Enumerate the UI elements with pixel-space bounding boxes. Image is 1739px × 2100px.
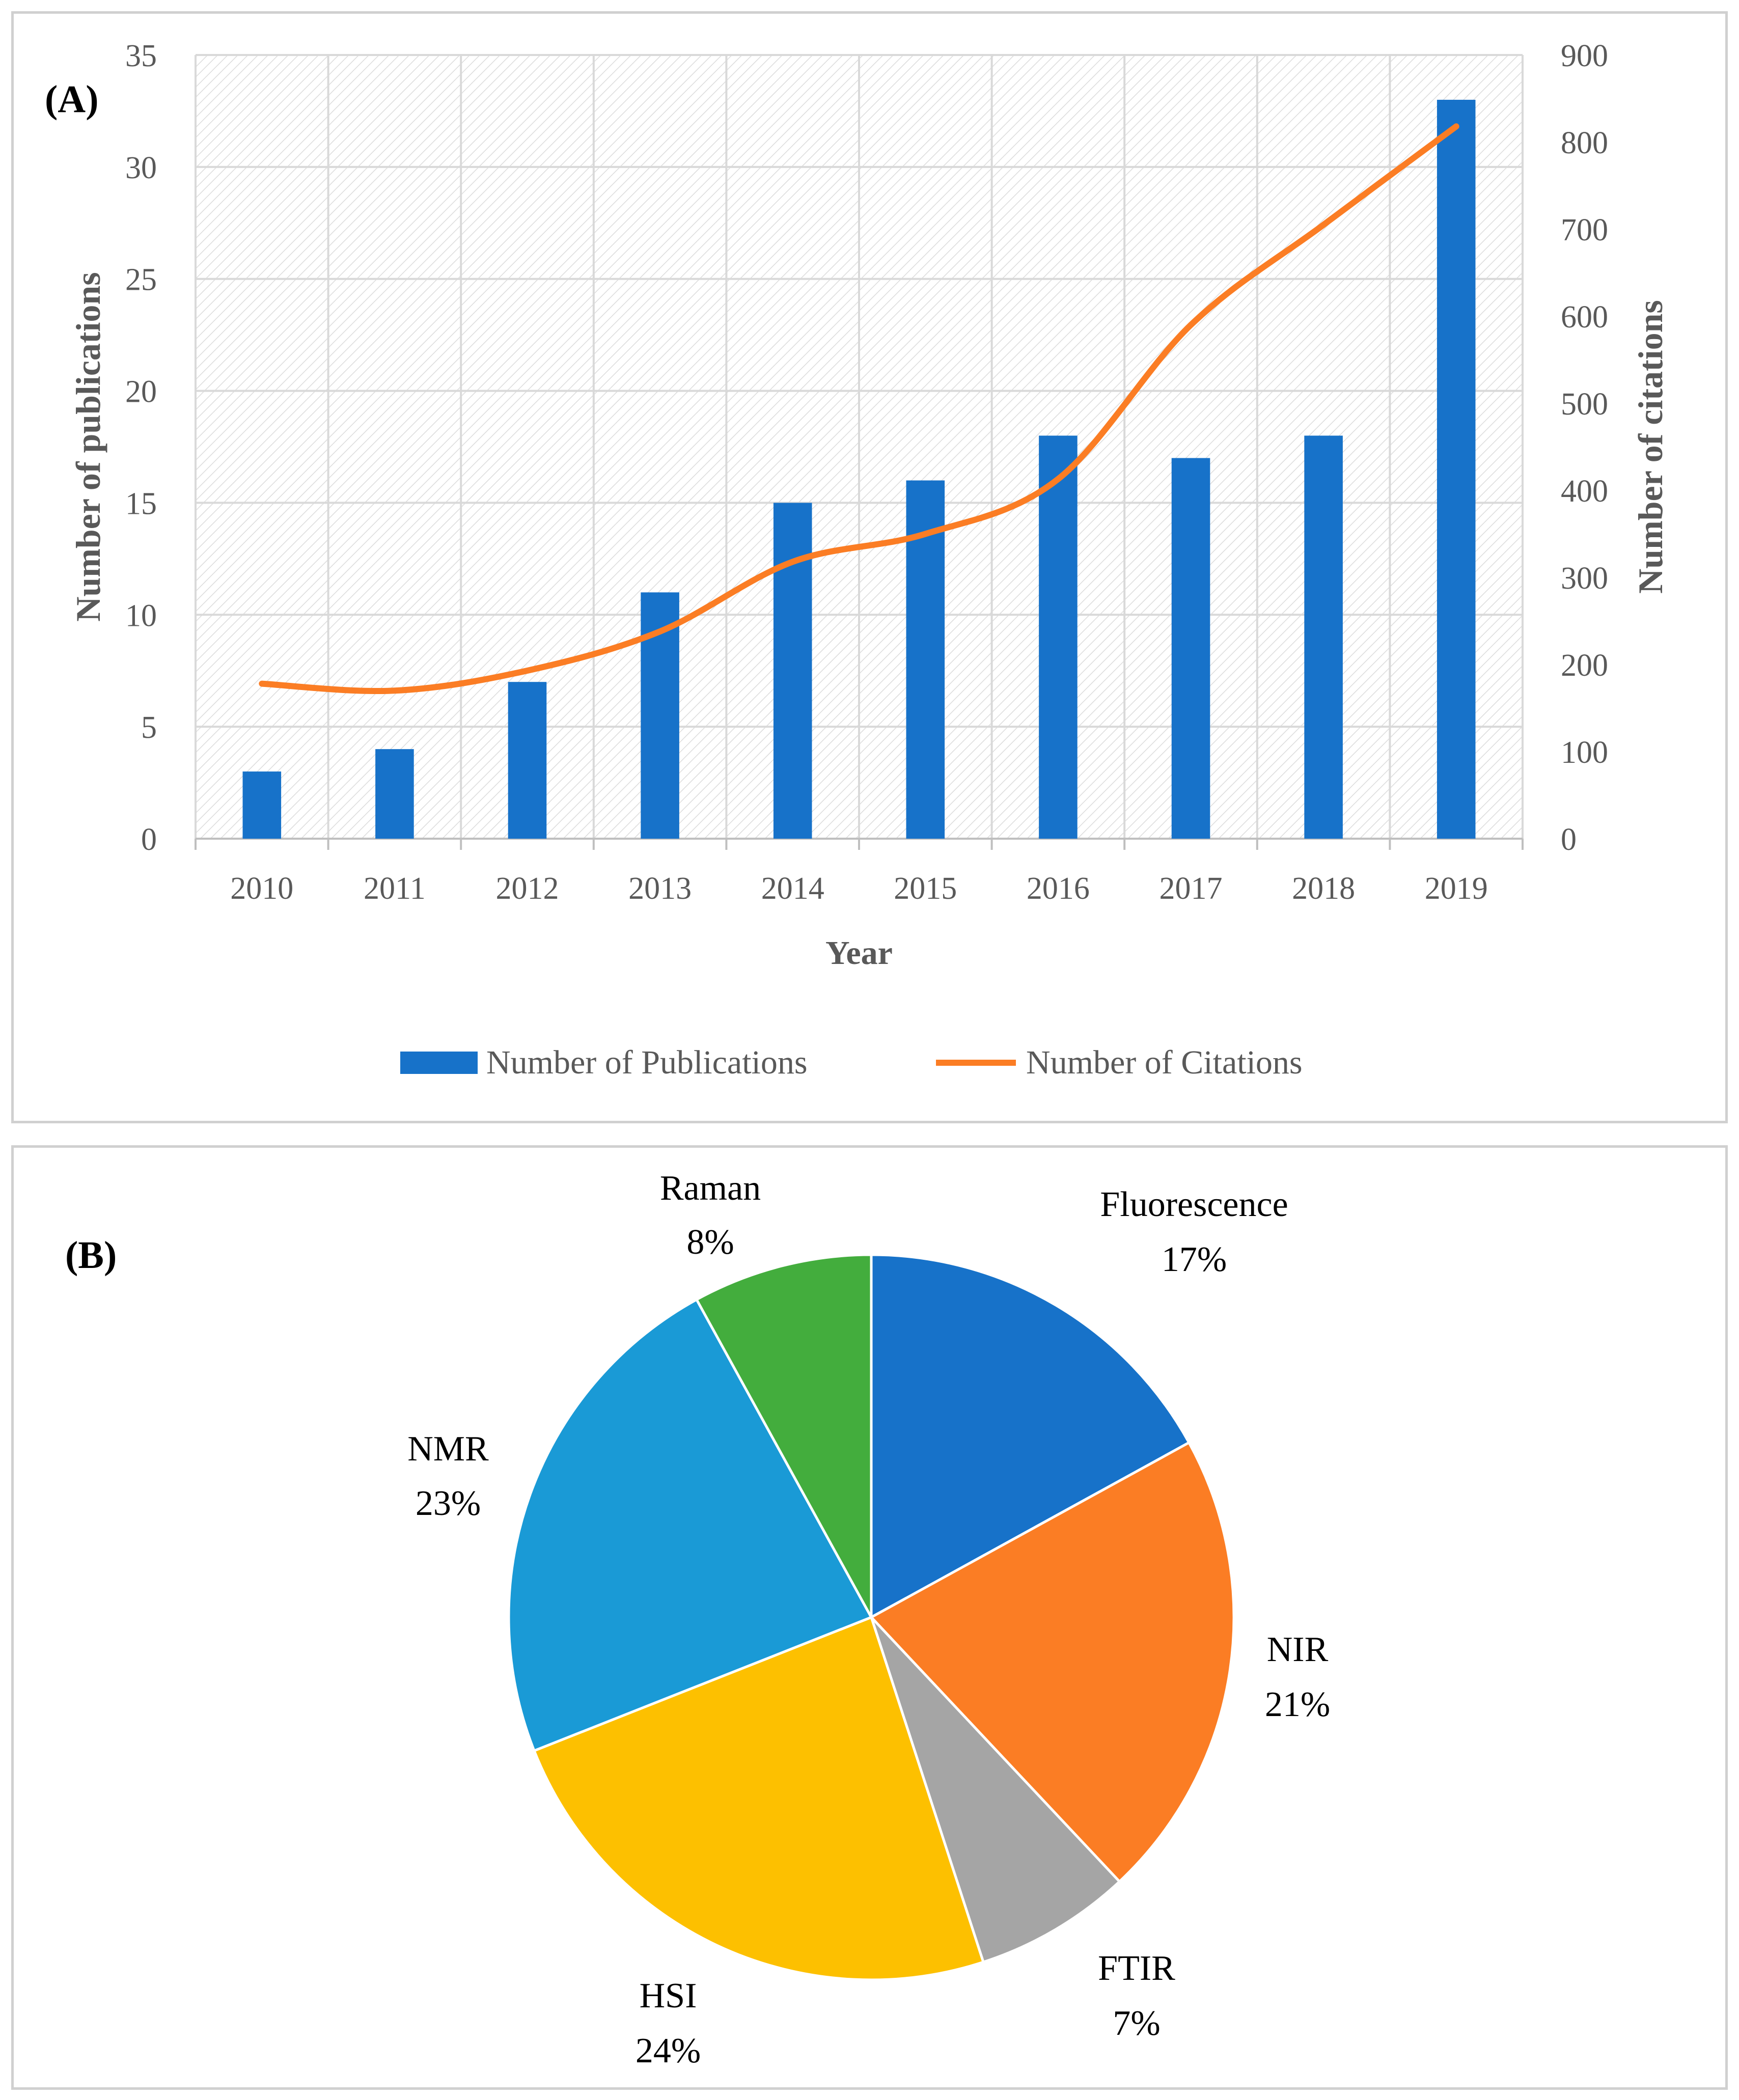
x-tick-label: 2010	[230, 871, 293, 906]
pie-labels: Fluorescence 17% NIR 21% FTIR 7% HSI 24% NMR 23% R…	[407, 1169, 1330, 2070]
y-tick-label-left: 10	[125, 598, 157, 633]
y-tick-label-right: 900	[1561, 39, 1608, 73]
y-tick-label-right: 200	[1561, 648, 1608, 683]
pie-slice-raman	[695, 1253, 873, 1618]
y-tick-label-right: 800	[1561, 126, 1608, 160]
y-axis-label-right: Number of citations	[1631, 300, 1670, 594]
x-tick-label: 2012	[496, 871, 559, 906]
pie-percent-hsi: 24%	[636, 2031, 701, 2070]
citation-line	[259, 123, 1459, 695]
x-tick-label: 2017	[1160, 871, 1223, 906]
legend: Number of Publications Number of Citatio…	[400, 1044, 1303, 1081]
pie-label-hsi: HSI	[640, 1976, 697, 2015]
left-axis-ticks: 0 5 10 15 20 25 30 35	[125, 39, 157, 857]
y-tick-label-left: 20	[125, 375, 157, 409]
y-axis-label-left: Number of publications	[69, 272, 107, 621]
pie-percent-fluorescence: 17%	[1162, 1240, 1227, 1279]
pie-slice-hsi	[532, 1615, 985, 1981]
bar	[375, 749, 414, 839]
bar	[1437, 99, 1476, 839]
gridlines	[195, 54, 1524, 850]
y-tick-label-left: 25	[125, 263, 157, 297]
pie-label-ftir: FTIR	[1098, 1949, 1175, 1988]
pie-label-nir: NIR	[1267, 1630, 1329, 1669]
legend-label-citations: Number of Citations	[1026, 1044, 1303, 1081]
pie-label-fluorescence: Fluorescence	[1100, 1185, 1288, 1224]
y-tick-label-right: 700	[1561, 213, 1608, 247]
pie-slice-nmr	[507, 1297, 873, 1753]
pie-slice-nir	[869, 1441, 1235, 1884]
bar	[508, 682, 547, 839]
x-tick-label: 2019	[1425, 871, 1488, 906]
x-tick-label: 2018	[1292, 871, 1355, 906]
x-axis-label: Year	[825, 934, 893, 972]
y-tick-label-left: 5	[141, 710, 157, 745]
y-tick-label-right: 0	[1561, 822, 1577, 857]
publication-bars	[242, 99, 1476, 839]
pie-percent-nir: 21%	[1265, 1685, 1330, 1724]
legend-swatch-publications	[400, 1052, 478, 1074]
x-tick-label: 2014	[761, 871, 824, 906]
y-tick-label-right: 300	[1561, 561, 1608, 596]
x-tick-label: 2011	[364, 871, 426, 906]
y-tick-label-right: 500	[1561, 387, 1608, 422]
y-tick-label-right: 600	[1561, 300, 1608, 335]
bar	[1039, 435, 1078, 839]
legend-label-publications: Number of Publications	[486, 1044, 808, 1081]
pie-chart: (B) Fluorescence 17% NIR 21% FTIR 7% HSI 24% NMR…	[65, 1169, 1330, 2070]
y-tick-label-left: 30	[125, 151, 157, 185]
right-axis-ticks: 0 100 200 300 400 500 600 700 800 900	[1561, 39, 1608, 857]
y-tick-label-left: 0	[141, 822, 157, 857]
pie-slices	[507, 1253, 1235, 1981]
y-tick-label-left: 35	[125, 39, 157, 73]
y-tick-label-right: 100	[1561, 735, 1608, 770]
y-tick-label-right: 400	[1561, 474, 1608, 509]
pie-slice-ftir	[870, 1616, 1121, 1964]
pie-percent-nmr: 23%	[416, 1484, 481, 1523]
bar-line-chart: 0 5 10 15 20 25 30 35 0 100 200 300 400 500 600 700 800…	[45, 39, 1670, 1081]
x-tick-label: 2015	[894, 871, 957, 906]
x-tick-label: 2016	[1027, 871, 1090, 906]
pie-percent-ftir: 7%	[1113, 2004, 1160, 2043]
panel-a-label: (A)	[45, 78, 99, 121]
y-tick-label-left: 15	[125, 486, 157, 521]
x-axis-ticks: 2010 2011 2012 2013 2014 2015 2016 2017 2018 2019	[230, 871, 1487, 906]
pie-label-nmr: NMR	[407, 1429, 489, 1469]
x-tick-label: 2013	[628, 871, 692, 906]
bar	[1304, 435, 1343, 839]
pie-slice-fluorescence	[870, 1253, 1191, 1620]
bar	[1171, 458, 1210, 839]
panel-b-label: (B)	[65, 1234, 117, 1277]
bar	[242, 771, 282, 839]
pie-label-raman: Raman	[660, 1169, 761, 1208]
citation-line-group	[259, 123, 1459, 695]
pie-percent-raman: 8%	[686, 1223, 734, 1262]
bar	[773, 503, 812, 839]
